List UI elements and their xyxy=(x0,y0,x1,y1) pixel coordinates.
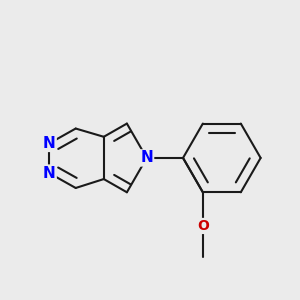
Text: N: N xyxy=(43,136,56,151)
Text: O: O xyxy=(197,219,209,233)
Text: N: N xyxy=(43,166,56,181)
Text: N: N xyxy=(140,150,153,165)
